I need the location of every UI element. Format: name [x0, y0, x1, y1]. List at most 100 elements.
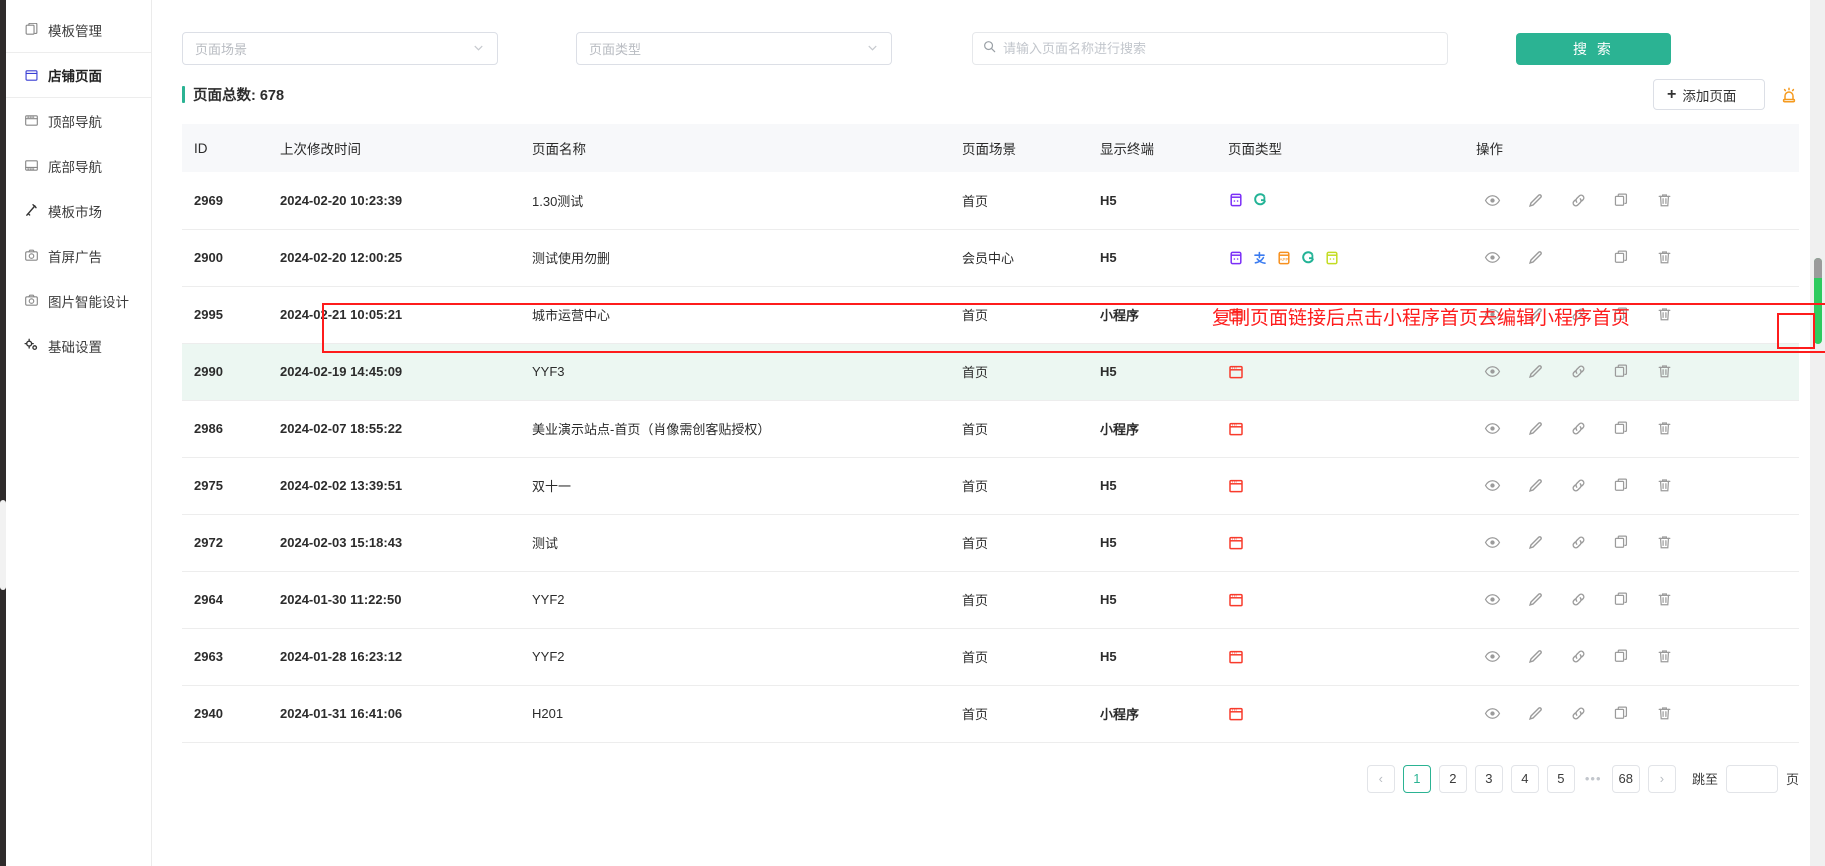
wechat-mini-purple[interactable]	[1228, 192, 1244, 208]
op-trash-icon[interactable]	[1656, 363, 1673, 380]
op-copy-icon[interactable]	[1613, 420, 1630, 437]
op-copy-icon[interactable]	[1613, 534, 1630, 551]
table-row[interactable]: 2995 2024-02-21 10:05:21 城市运营中心 首页 小程序	[182, 286, 1799, 344]
op-pencil-icon[interactable]	[1527, 192, 1544, 209]
orange-app[interactable]: APP	[1276, 250, 1292, 266]
table-row[interactable]: 2975 2024-02-02 13:39:51 双十一 首页 H5	[182, 457, 1799, 515]
op-copy-icon[interactable]	[1613, 249, 1630, 266]
op-pencil-icon[interactable]	[1527, 420, 1544, 437]
pagination-page-3[interactable]: 3	[1474, 764, 1503, 793]
op-trash-icon[interactable]	[1656, 591, 1673, 608]
wechat-mini-purple[interactable]	[1228, 250, 1244, 266]
table-row[interactable]: 2964 2024-01-30 11:22:50 YYF2 首页 H5	[182, 571, 1799, 629]
table-row[interactable]: 2986 2024-02-07 18:55:22 美业演示站点-首页（肖像需创客贴授…	[182, 400, 1799, 458]
op-eye-icon[interactable]	[1484, 477, 1501, 494]
op-eye-icon[interactable]	[1484, 363, 1501, 380]
table-row[interactable]: 2900 2024-02-20 12:00:25 测试使用勿删 会员中心 H5 APP	[182, 229, 1799, 287]
op-pencil-icon[interactable]	[1527, 363, 1544, 380]
search-field-wrapper[interactable]	[972, 32, 1448, 65]
browser-window-icon[interactable]	[1228, 592, 1244, 608]
sidebar-item-5[interactable]: 模板市场	[6, 188, 151, 233]
op-trash-icon[interactable]	[1656, 249, 1673, 266]
browser-window-icon[interactable]	[1228, 307, 1244, 323]
op-eye-icon[interactable]	[1484, 705, 1501, 722]
op-link-icon[interactable]	[1570, 705, 1587, 722]
page-scrollbar-thumb[interactable]	[1814, 258, 1822, 344]
op-trash-icon[interactable]	[1656, 534, 1673, 551]
page-scrollbar-track[interactable]	[1810, 0, 1825, 866]
page-scene-select[interactable]: 页面场景	[182, 32, 498, 65]
page-type-select[interactable]: 页面类型	[576, 32, 892, 65]
op-copy-icon[interactable]	[1613, 648, 1630, 665]
sidebar-item-8[interactable]: 基础设置	[6, 323, 151, 368]
sidebar-item-2[interactable]: 店铺页面	[6, 53, 151, 98]
pagination-last-page[interactable]: 68	[1611, 764, 1640, 793]
sidebar-item-7[interactable]: 图片智能设计	[6, 278, 151, 323]
op-eye-icon[interactable]	[1484, 591, 1501, 608]
table-row[interactable]: 2972 2024-02-03 15:18:43 测试 首页 H5	[182, 514, 1799, 572]
op-eye-icon[interactable]	[1484, 648, 1501, 665]
op-pencil-icon[interactable]	[1527, 591, 1544, 608]
sidebar-item-6[interactable]: 首屏广告	[6, 233, 151, 278]
op-eye-icon[interactable]	[1484, 249, 1501, 266]
op-trash-icon[interactable]	[1656, 648, 1673, 665]
op-eye-icon[interactable]	[1484, 306, 1501, 323]
table-row[interactable]: 2963 2024-01-28 16:23:12 YYF2 首页 H5	[182, 628, 1799, 686]
yellow-app[interactable]	[1324, 250, 1340, 266]
sidebar-item-4[interactable]: 底部导航	[6, 143, 151, 188]
op-link-icon[interactable]	[1570, 477, 1587, 494]
op-trash-icon[interactable]	[1656, 192, 1673, 209]
op-pencil-icon[interactable]	[1527, 477, 1544, 494]
alipay-teal[interactable]	[1300, 250, 1316, 266]
pagination-page-4[interactable]: 4	[1510, 764, 1539, 793]
op-pencil-icon[interactable]	[1527, 306, 1544, 323]
op-trash-icon[interactable]	[1656, 306, 1673, 323]
pagination-jump-input[interactable]	[1725, 764, 1778, 793]
op-copy-icon[interactable]	[1613, 306, 1630, 323]
table-row[interactable]: 2940 2024-01-31 16:41:06 H201 首页 小程序	[182, 685, 1799, 743]
pagination-page-2[interactable]: 2	[1438, 764, 1467, 793]
sidebar-item-3[interactable]: 顶部导航	[6, 98, 151, 143]
left-rail-scroll-thumb[interactable]	[0, 500, 6, 590]
op-link-icon[interactable]	[1570, 420, 1587, 437]
pagination-page-1[interactable]: 1	[1402, 764, 1431, 793]
op-link-icon[interactable]	[1570, 591, 1587, 608]
pagination-page-5[interactable]: 5	[1546, 764, 1575, 793]
op-pencil-icon[interactable]	[1527, 534, 1544, 551]
op-link-icon[interactable]	[1570, 306, 1587, 323]
browser-window-icon[interactable]	[1228, 649, 1244, 665]
op-link-icon[interactable]	[1570, 648, 1587, 665]
op-eye-icon[interactable]	[1484, 534, 1501, 551]
op-copy-icon[interactable]	[1613, 192, 1630, 209]
op-trash-icon[interactable]	[1656, 705, 1673, 722]
sidebar-item-1[interactable]: 模板管理	[6, 8, 151, 53]
browser-window-icon[interactable]	[1228, 364, 1244, 380]
table-row[interactable]: 2990 2024-02-19 14:45:09 YYF3 首页 H5	[182, 343, 1799, 401]
op-pencil-icon[interactable]	[1527, 705, 1544, 722]
op-copy-icon[interactable]	[1613, 705, 1630, 722]
browser-window-icon[interactable]	[1228, 421, 1244, 437]
search-input[interactable]	[1003, 41, 1437, 56]
add-page-button[interactable]: + 添加页面	[1653, 79, 1765, 110]
table-row[interactable]: 2969 2024-02-20 10:23:39 1.30测试 首页 H5	[182, 172, 1799, 230]
browser-window-icon[interactable]	[1228, 706, 1244, 722]
op-eye-icon[interactable]	[1484, 192, 1501, 209]
browser-window-icon[interactable]	[1228, 478, 1244, 494]
op-link-icon[interactable]	[1570, 192, 1587, 209]
op-pencil-icon[interactable]	[1527, 249, 1544, 266]
browser-window-icon[interactable]	[1228, 535, 1244, 551]
op-copy-icon[interactable]	[1613, 363, 1630, 380]
op-trash-icon[interactable]	[1656, 420, 1673, 437]
pagination-next[interactable]: ›	[1647, 764, 1676, 793]
page-scrollbar-thumb-cap[interactable]	[1814, 258, 1822, 278]
op-link-icon[interactable]	[1570, 534, 1587, 551]
op-copy-icon[interactable]	[1613, 477, 1630, 494]
op-eye-icon[interactable]	[1484, 420, 1501, 437]
op-trash-icon[interactable]	[1656, 477, 1673, 494]
op-link-icon[interactable]	[1570, 363, 1587, 380]
op-copy-icon[interactable]	[1613, 591, 1630, 608]
alipay-blue[interactable]	[1252, 250, 1268, 266]
op-pencil-icon[interactable]	[1527, 648, 1544, 665]
search-button[interactable]: 搜 索	[1516, 32, 1671, 65]
alarm-icon[interactable]	[1779, 85, 1799, 105]
